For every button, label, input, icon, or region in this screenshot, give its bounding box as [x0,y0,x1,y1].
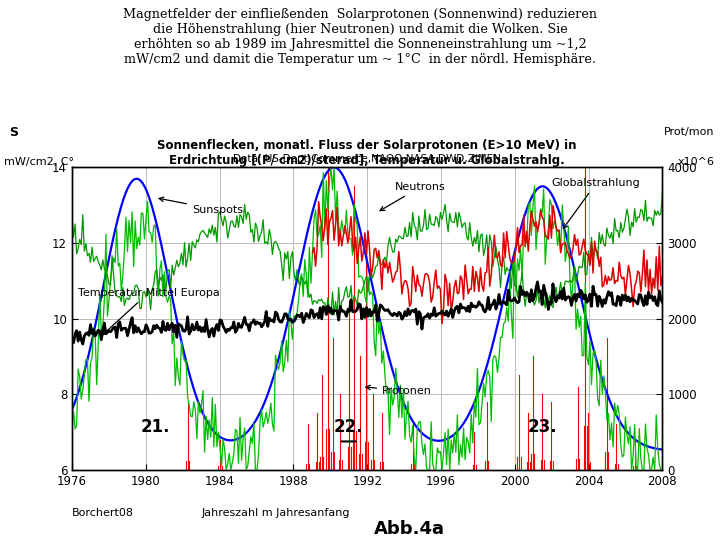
Text: Jahreszahl m Jahresanfang: Jahreszahl m Jahresanfang [202,508,350,518]
Text: Sunspots: Sunspots [159,197,243,215]
Text: x10^6: x10^6 [678,157,714,167]
Text: Data: US-Dept.Commerce,NAOO,NASA,DWD,ZIMEN: Data: US-Dept.Commerce,NAOO,NASA,DWD,ZIM… [233,154,501,164]
Text: Neutrons: Neutrons [380,182,446,211]
Text: 23.: 23. [528,418,557,436]
Text: S: S [9,126,17,139]
Text: 21.: 21. [140,418,170,436]
Text: Globalstrahlung: Globalstrahlung [552,178,641,228]
Text: Prot/mon: Prot/mon [664,127,714,137]
Text: Magnetfelder der einfließenden  Solarprotonen (Sonnenwind) reduzieren
die Höhens: Magnetfelder der einfließenden Solarprot… [123,8,597,66]
Text: Borchert08: Borchert08 [72,508,134,518]
Title: Sonnenflecken, monatl. Fluss der Solarprotonen (E>10 MeV) in
Erdrichtung [(P/ cm: Sonnenflecken, monatl. Fluss der Solarpr… [158,139,577,167]
Text: mW/cm2, C°: mW/cm2, C° [4,157,73,167]
Text: Temperatur Mittel Europa: Temperatur Mittel Europa [78,288,220,335]
Text: 22.: 22. [334,418,364,436]
Text: Abb.4a: Abb.4a [374,520,446,538]
Text: Protonen: Protonen [366,386,432,396]
